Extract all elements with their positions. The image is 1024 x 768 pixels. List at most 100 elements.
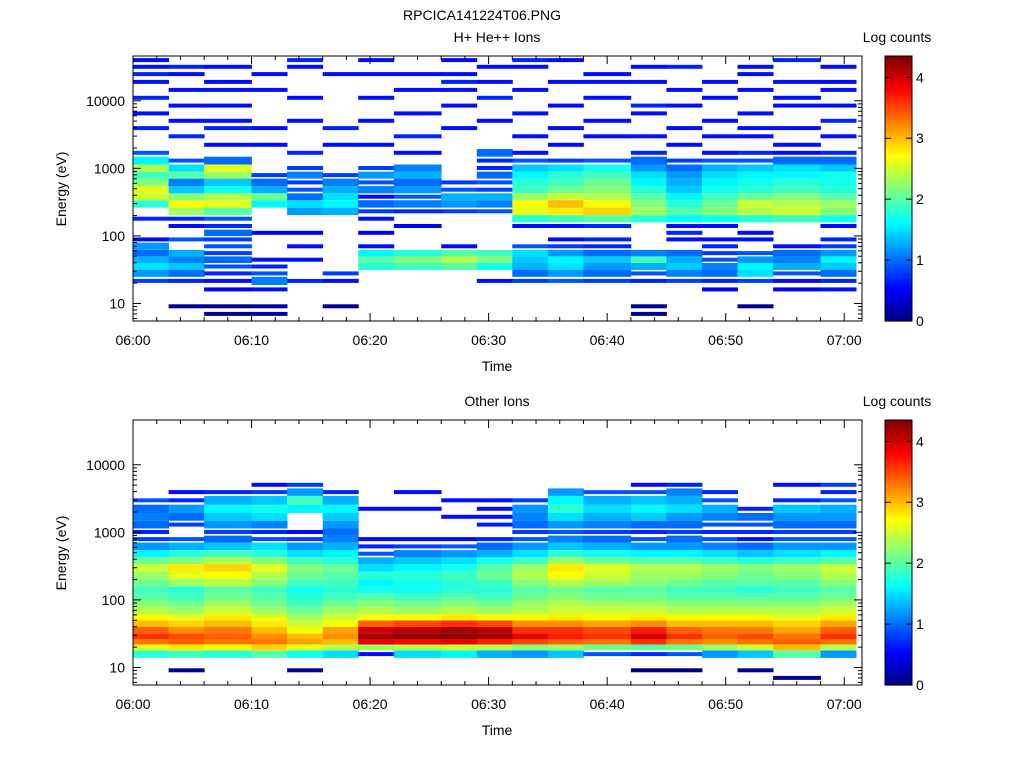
heatmap-cell [322,571,359,580]
heatmap-cell [737,530,774,534]
colorbar-swatch [885,616,912,620]
colorbar-swatch [885,667,912,671]
colorbar-swatch [885,153,912,156]
heatmap-cell [820,490,857,495]
colorbar-swatch [885,142,912,145]
heatmap-cell [512,150,549,155]
heatmap-cell [393,171,442,179]
heatmap-cell [666,627,703,634]
heatmap-cell [358,142,395,147]
heatmap-cell [583,72,632,77]
heatmap-cell [773,207,821,216]
heatmap-cell [476,118,513,123]
colorbar-tick-label: 0 [916,313,924,329]
colorbar-swatch [885,682,912,686]
heatmap-cell [204,224,252,228]
heatmap-cell [737,87,774,92]
colorbar-swatch [885,115,912,119]
heatmap-cell [773,550,821,558]
colorbar-swatch [885,128,912,132]
heatmap-cell [820,537,857,542]
heatmap-cell [583,215,632,223]
colorbar-swatch [885,195,912,198]
heatmap-cell [820,118,857,123]
heatmap-cell [287,537,324,542]
heatmap-cell [441,644,478,651]
heatmap-cell [583,270,632,277]
heatmap-cell [583,164,632,172]
colorbar-swatch [885,245,912,249]
heatmap-cell [441,633,478,639]
heatmap-cell [737,550,774,558]
colorbar-swatch [885,662,912,666]
heatmap-cell [630,164,667,172]
colorbar-swatch [885,503,912,507]
heatmap-cell [358,95,395,100]
heatmap-cell [773,627,821,634]
heatmap-cell [168,72,205,77]
heatmap-cell [393,256,442,263]
heatmap-cell [630,215,667,223]
heatmap-cell [358,209,395,214]
heatmap-cell [204,87,252,92]
heatmap-cell [547,606,584,614]
heatmap-cell [168,207,205,216]
heatmap-cell [322,633,359,639]
colorbar-swatch [885,422,912,426]
heatmap-cell [251,579,288,587]
colorbar-swatch [885,60,912,64]
heatmap-cell [287,579,324,587]
heatmap-cell [737,620,774,627]
heatmap-cell [204,200,252,208]
colorbar-swatch [885,490,912,494]
heatmap-cell [441,249,478,257]
heatmap-cell [820,513,857,521]
heatmap-cell [322,304,359,309]
colorbar-swatch [885,658,912,662]
colorbar-swatch [885,144,912,148]
heatmap-cell [287,244,324,249]
heatmap-cell [133,557,169,565]
colorbar-swatch [885,252,912,256]
heatmap-cell [583,564,632,572]
heatmap-cell [287,482,324,487]
colorbar-swatch [885,466,912,470]
heatmap-cell [547,263,584,270]
heatmap-cell [512,627,549,634]
heatmap-cell [820,215,857,223]
heatmap-cell [773,79,821,84]
colorbar-swatch [885,276,912,280]
heatmap-cell [773,271,821,276]
heatmap-cell [168,579,205,587]
heatmap-cell [820,193,857,201]
colorbar: 0 1 2 3 4 [884,55,924,329]
heatmap-cell [204,650,252,658]
heatmap-cell [251,495,288,505]
heatmap-cell [168,186,205,194]
colorbar-swatch [885,318,912,322]
heatmap-cell [204,495,252,505]
heatmap-cell [820,593,857,601]
x-tick-label: 06:50 [708,332,743,348]
heatmap-cell [441,613,478,621]
heatmap-cell [441,579,478,587]
heatmap-cell [583,249,632,257]
heatmap-cell [547,530,584,534]
heatmap-cell [251,644,288,651]
heatmap-cell [583,652,632,657]
heatmap-cell [702,606,738,614]
heatmap-cell [476,644,513,651]
heatmap-cell [287,171,324,179]
heatmap-cell [702,150,738,155]
heatmap-cell [583,237,632,242]
colorbar-swatch [885,673,912,677]
heatmap-cell [773,633,821,639]
heatmap-cell [512,278,549,283]
heatmap-cell [476,633,513,639]
heatmap-cell [133,606,169,614]
heatmap-cell [630,620,667,627]
heatmap-cell [820,134,857,139]
heatmap-cell [583,95,632,100]
heatmap-cell [204,156,252,165]
heatmap-cell [322,142,359,147]
